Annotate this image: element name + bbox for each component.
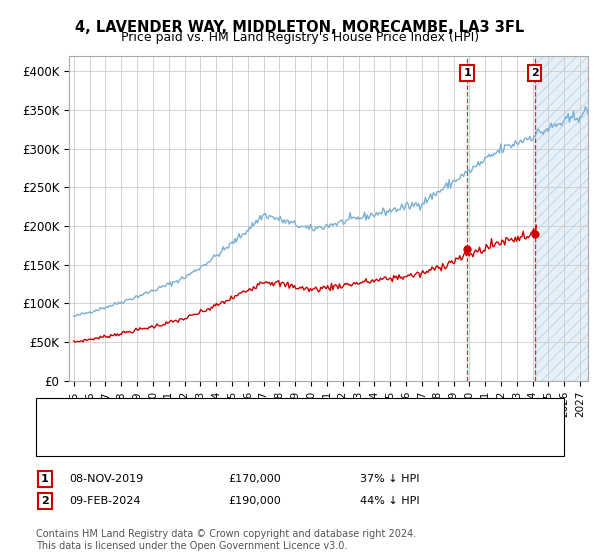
Text: Contains HM Land Registry data © Crown copyright and database right 2024.
This d: Contains HM Land Registry data © Crown c… <box>36 529 416 551</box>
Text: Price paid vs. HM Land Registry's House Price Index (HPI): Price paid vs. HM Land Registry's House … <box>121 31 479 44</box>
Bar <box>535 56 600 381</box>
Bar <box>535 56 600 381</box>
Text: ————: ———— <box>54 433 104 446</box>
Text: 37% ↓ HPI: 37% ↓ HPI <box>360 474 419 484</box>
Text: 4, LAVENDER WAY, MIDDLETON, MORECAMBE, LA3 3FL: 4, LAVENDER WAY, MIDDLETON, MORECAMBE, L… <box>76 20 524 35</box>
Text: ————: ———— <box>54 408 104 421</box>
Text: 44% ↓ HPI: 44% ↓ HPI <box>360 496 419 506</box>
Text: 2: 2 <box>41 496 49 506</box>
Text: 1: 1 <box>463 68 471 78</box>
Text: HPI: Average price, detached house, Lancaster: HPI: Average price, detached house, Lanc… <box>105 435 361 445</box>
Text: £190,000: £190,000 <box>228 496 281 506</box>
Text: 4, LAVENDER WAY, MIDDLETON, MORECAMBE, LA3 3FL (detached house): 4, LAVENDER WAY, MIDDLETON, MORECAMBE, L… <box>105 409 506 419</box>
Text: 1: 1 <box>41 474 49 484</box>
Text: 2: 2 <box>530 68 538 78</box>
Text: 09-FEB-2024: 09-FEB-2024 <box>69 496 140 506</box>
Text: 08-NOV-2019: 08-NOV-2019 <box>69 474 143 484</box>
Text: £170,000: £170,000 <box>228 474 281 484</box>
